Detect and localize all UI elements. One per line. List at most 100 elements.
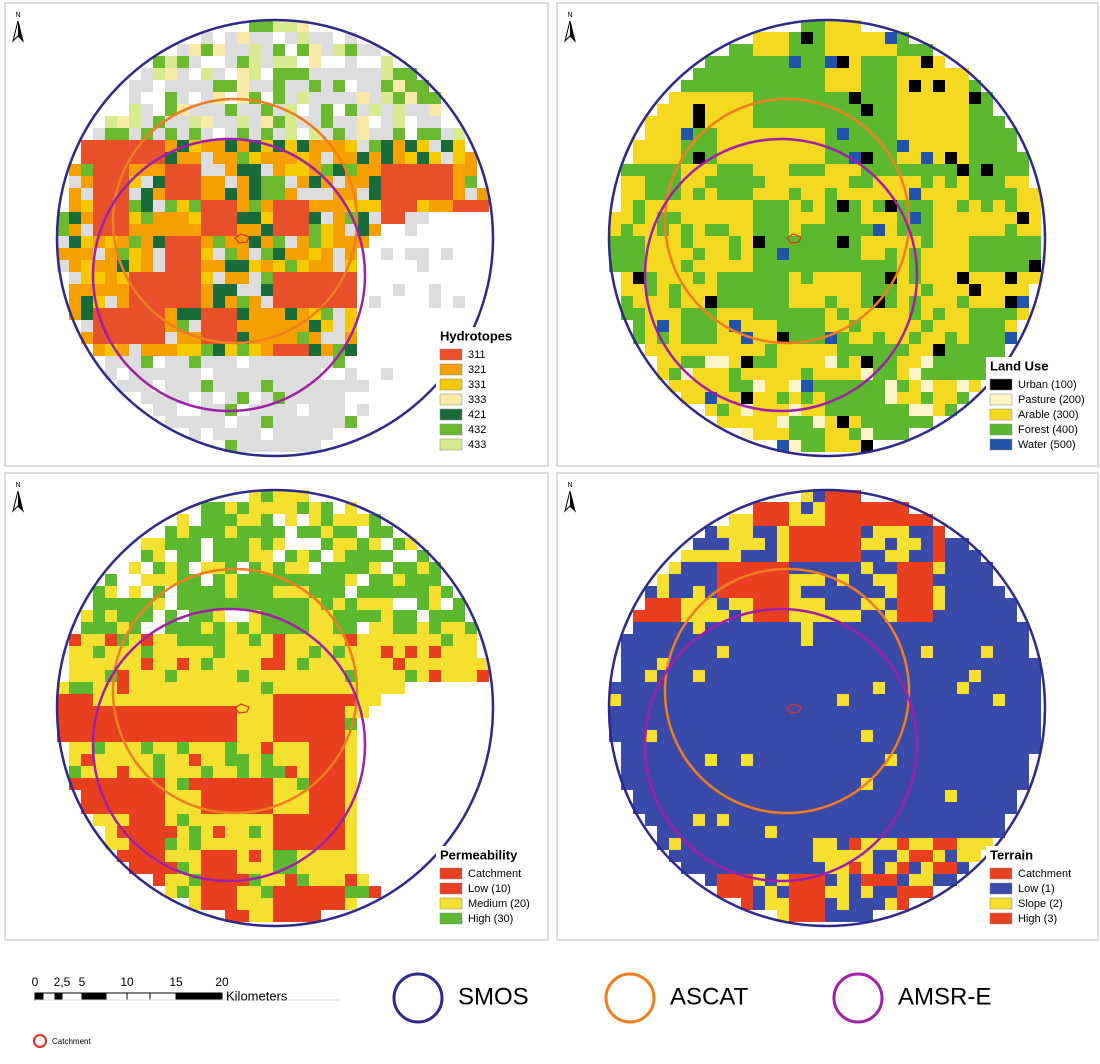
land-cell xyxy=(333,248,345,260)
land-cell xyxy=(297,502,309,514)
land-cell xyxy=(837,332,849,344)
land-cell xyxy=(789,550,801,562)
legend-swatch xyxy=(440,439,462,450)
land-cell xyxy=(969,308,981,320)
map-panel: NHydrotopes311321331333421432433 xyxy=(5,3,548,466)
land-cell xyxy=(237,212,249,224)
land-cell xyxy=(309,814,321,826)
land-cell xyxy=(789,670,801,682)
land-cell xyxy=(1017,200,1029,212)
land-cell xyxy=(825,538,837,550)
land-cell xyxy=(273,754,285,766)
land-cell xyxy=(921,188,933,200)
land-cell xyxy=(909,682,921,694)
land-cell xyxy=(237,838,249,850)
land-cell xyxy=(201,826,213,838)
land-cell xyxy=(357,404,369,416)
land-cell xyxy=(729,622,741,634)
land-cell xyxy=(741,790,753,802)
land-cell xyxy=(105,128,117,140)
land-cell xyxy=(765,670,777,682)
land-cell xyxy=(369,550,381,562)
land-cell xyxy=(825,778,837,790)
land-cell xyxy=(681,562,693,574)
land-cell xyxy=(849,814,861,826)
land-cell xyxy=(333,320,345,332)
land-cell xyxy=(861,236,873,248)
land-cell xyxy=(657,260,669,272)
land-cell xyxy=(957,598,969,610)
land-cell xyxy=(849,694,861,706)
land-cell xyxy=(309,272,321,284)
land-cell xyxy=(225,392,237,404)
land-cell xyxy=(741,116,753,128)
land-cell xyxy=(813,634,825,646)
land-cell xyxy=(669,200,681,212)
land-cell xyxy=(321,344,333,356)
land-cell xyxy=(777,392,789,404)
land-cell xyxy=(753,428,765,440)
land-cell xyxy=(909,814,921,826)
land-cell xyxy=(297,392,309,404)
land-cell xyxy=(837,44,849,56)
land-cell xyxy=(825,56,837,68)
land-cell xyxy=(309,862,321,874)
land-cell xyxy=(633,152,645,164)
land-cell xyxy=(321,514,333,526)
land-cell xyxy=(945,392,957,404)
land-cell xyxy=(357,140,369,152)
land-cell xyxy=(405,670,417,682)
land-cell xyxy=(165,646,177,658)
north-label: N xyxy=(15,12,20,19)
land-cell xyxy=(177,766,189,778)
land-cell xyxy=(741,706,753,718)
land-cell xyxy=(405,658,417,670)
land-cell xyxy=(909,538,921,550)
land-cell xyxy=(897,104,909,116)
land-cell xyxy=(729,562,741,574)
land-cell xyxy=(921,886,933,898)
land-cell xyxy=(213,670,225,682)
land-cell xyxy=(285,742,297,754)
land-cell xyxy=(945,646,957,658)
land-cell xyxy=(861,610,873,622)
land-cell xyxy=(249,742,261,754)
land-cell xyxy=(393,140,405,152)
land-cell xyxy=(309,706,321,718)
land-cell xyxy=(825,248,837,260)
land-cell xyxy=(873,898,885,910)
land-cell xyxy=(165,526,177,538)
land-cell xyxy=(945,730,957,742)
land-cell xyxy=(249,272,261,284)
land-cell xyxy=(249,236,261,248)
land-cell xyxy=(813,176,825,188)
land-cell xyxy=(837,260,849,272)
land-cell xyxy=(261,368,273,380)
land-cell xyxy=(765,718,777,730)
land-cell xyxy=(261,380,273,392)
land-cell xyxy=(693,368,705,380)
land-cell xyxy=(261,778,273,790)
land-cell xyxy=(201,622,213,634)
land-cell xyxy=(945,550,957,562)
land-cell xyxy=(129,236,141,248)
land-cell xyxy=(813,826,825,838)
land-cell xyxy=(705,766,717,778)
land-cell xyxy=(165,826,177,838)
land-cell xyxy=(813,380,825,392)
land-cell xyxy=(345,344,357,356)
land-cell xyxy=(957,200,969,212)
land-cell xyxy=(237,80,249,92)
land-cell xyxy=(177,814,189,826)
land-cell xyxy=(369,670,381,682)
land-cell xyxy=(849,428,861,440)
land-cell xyxy=(225,634,237,646)
land-cell xyxy=(825,368,837,380)
land-cell xyxy=(897,898,909,910)
land-cell xyxy=(213,416,225,428)
land-cell xyxy=(693,586,705,598)
land-cell xyxy=(765,152,777,164)
land-cell xyxy=(789,212,801,224)
land-cell xyxy=(633,284,645,296)
land-cell xyxy=(249,164,261,176)
